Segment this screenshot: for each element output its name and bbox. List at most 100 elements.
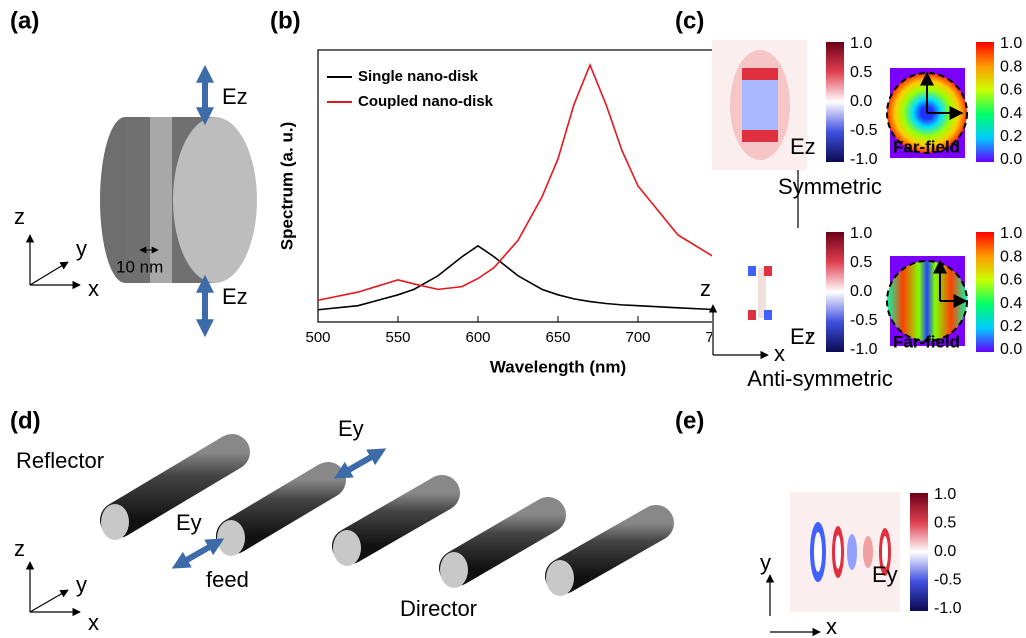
axis-label: y	[76, 572, 87, 597]
colorbar	[976, 232, 994, 352]
colorbar-label: -1.0	[850, 341, 878, 358]
colorbar-label: 0.4	[1000, 295, 1022, 312]
colorbar-label: 1.0	[934, 486, 956, 503]
colorbar	[826, 232, 844, 352]
near-field-map	[742, 68, 778, 80]
far-field-map	[887, 68, 967, 346]
legend-label: Coupled nano-disk	[358, 93, 494, 110]
axis-label: y	[76, 236, 87, 261]
field-label: Ez	[222, 84, 248, 109]
element-label: Reflector	[16, 448, 104, 473]
near-field-map	[742, 80, 778, 130]
colorbar-label: 1.0	[850, 225, 872, 242]
field-label: Ez	[790, 324, 816, 349]
colorbar-label: 1.0	[1000, 225, 1022, 242]
yagi-uda-rods	[350, 493, 442, 546]
caption: Anti-symmetric	[747, 366, 892, 391]
axis-label: x	[826, 614, 837, 638]
x-tick-label: 600	[465, 329, 490, 346]
axis-label: x	[88, 610, 99, 635]
colorbar	[910, 493, 928, 611]
colorbar-label: 1.0	[1000, 35, 1022, 52]
colorbar-label: 0.6	[1000, 82, 1022, 99]
nano-disk	[30, 262, 68, 285]
field-label: Ez	[222, 284, 248, 309]
colorbar-label: 0.4	[1000, 105, 1022, 122]
yagi-uda-rods	[234, 480, 328, 536]
axis-label: z	[700, 276, 711, 301]
panel-label: (e)	[675, 407, 704, 434]
caption: Symmetric	[778, 174, 882, 199]
colorbar-label: 0.0	[1000, 151, 1022, 168]
axis-label: z	[14, 536, 25, 561]
colorbar-label: -0.5	[850, 312, 878, 329]
colorbar-label: 0.5	[850, 254, 872, 271]
x-axis-label: Wavelength (nm)	[490, 357, 626, 376]
far-field-label: Far-field	[893, 332, 960, 351]
figure: (a) (b) (c) (d) (e) Ez Ez 10 nm z y x 50…	[0, 0, 1026, 638]
yagi-uda-rods	[340, 452, 380, 475]
yagi-uda-rods	[101, 504, 129, 540]
colorbar-label: -0.5	[934, 572, 962, 589]
yagi-uda-rods	[440, 552, 468, 588]
colorbar-label: 0.5	[934, 515, 956, 532]
colorbar-label: 1.0	[850, 35, 872, 52]
yagi-uda-rods	[178, 542, 218, 565]
yagi-uda-rods	[217, 520, 245, 556]
colorbar	[826, 42, 844, 162]
colorbar	[976, 42, 994, 162]
colorbar-label: -1.0	[850, 151, 878, 168]
near-field-map	[748, 266, 756, 276]
legend-label: Single nano-disk	[358, 68, 479, 85]
near-field-map	[835, 535, 841, 569]
y-axis-label: Spectrum (a. u.)	[277, 122, 296, 250]
colorbar-label: 0.2	[1000, 318, 1022, 335]
field-label: Ey	[872, 562, 898, 587]
yagi-uda-rods	[30, 590, 68, 612]
x-tick-label: 500	[305, 329, 330, 346]
yagi-uda-rods	[30, 452, 656, 612]
colorbar-label: 0.6	[1000, 272, 1022, 289]
x-tick-label: 550	[385, 329, 410, 346]
panel-label: (b)	[270, 7, 301, 34]
field-label: Ez	[790, 134, 816, 159]
near-field-map	[814, 532, 822, 572]
near-field-map	[790, 492, 900, 612]
nano-disk	[173, 117, 257, 283]
far-field-label: Far-field	[893, 137, 960, 156]
colorbar-label: 0.5	[850, 64, 872, 81]
x-tick-label: 700	[625, 329, 650, 346]
panel-label: (d)	[10, 407, 41, 434]
gap-label: 10 nm	[116, 257, 163, 276]
x-tick-label: 650	[545, 329, 570, 346]
colorbar-label: 0.2	[1000, 128, 1022, 145]
colorbar-label: 0.8	[1000, 248, 1022, 265]
yagi-uda-rods	[563, 523, 656, 576]
colorbar-label: -1.0	[934, 600, 962, 617]
colorbar-label: 0.0	[850, 283, 872, 300]
axis-label: y	[760, 550, 771, 575]
near-field-map	[748, 310, 756, 320]
near-field-map	[712, 40, 807, 358]
field-label: Ey	[176, 510, 202, 535]
panel-label: (c)	[675, 7, 704, 34]
yagi-uda-rods	[546, 560, 574, 596]
yagi-uda-rods	[457, 515, 548, 568]
colorbar-label: 0.0	[850, 93, 872, 110]
element-label: feed	[206, 567, 249, 592]
element-label: Director	[400, 596, 477, 621]
colorbar-label: 0.8	[1000, 58, 1022, 75]
near-field-map	[764, 266, 772, 276]
axis-label: z	[14, 204, 25, 229]
colorbar-label: 0.0	[1000, 341, 1022, 358]
colorbar-label: -0.5	[850, 122, 878, 139]
near-field-map	[764, 310, 772, 320]
yagi-uda-rods	[333, 530, 361, 566]
colorbar-label: 0.0	[934, 543, 956, 560]
axis-label: x	[88, 276, 99, 301]
near-field-map	[742, 130, 778, 142]
panel-label: (a)	[10, 7, 39, 34]
yagi-uda-rods	[118, 452, 232, 520]
axis-label: x	[774, 341, 785, 366]
near-field-map	[847, 534, 857, 570]
